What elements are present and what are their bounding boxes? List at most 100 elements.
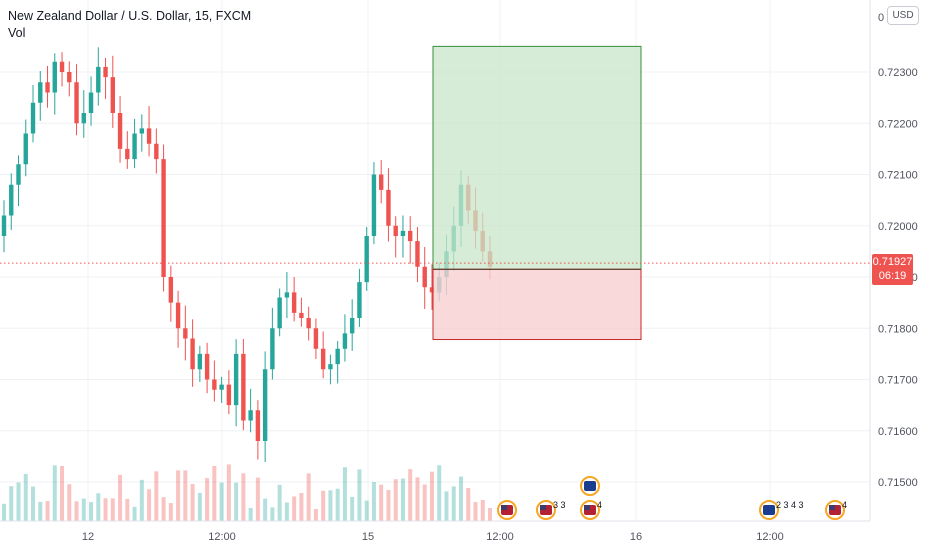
candle-body [139,128,145,134]
price-axis[interactable]: 00.723000.722000.721000.720000.719000.71… [869,0,918,521]
long-position-tool[interactable] [432,45,642,341]
candle-body [67,72,72,83]
volume-bar [458,476,463,521]
candle-body [386,189,391,226]
flag-icon [763,505,775,515]
volume-bar [386,490,391,521]
candle-body [81,113,86,124]
volume-bar [306,473,311,521]
volume-bar [139,479,144,521]
volume-bar [154,471,159,521]
economic-events[interactable]: 3 3 4 2 3 4 3 4 [497,476,847,520]
event-badge[interactable]: 3 3 [536,500,566,520]
candle-body [226,384,232,406]
candle-body [132,133,137,160]
time-labels: 12 12:00 15 12:00 16 12:00 [82,531,784,543]
time-label: 12:00 [756,531,784,543]
event-badge[interactable]: 2 3 4 3 [759,500,804,520]
flag-canton [829,505,835,510]
time-label: 15 [362,531,374,543]
candle-body [212,379,217,390]
time-label: 16 [630,531,642,543]
price-label: 0 [878,12,884,24]
time-label: 12:00 [208,531,236,543]
candle-body [262,369,268,441]
volume-bar [132,506,137,521]
candle-body [1,215,7,236]
volume-bar [299,492,304,521]
candle-body [415,241,420,267]
currency-button[interactable]: USD [887,6,919,25]
event-badge[interactable]: 4 [580,500,602,520]
price-label: 0.72300 [878,67,918,79]
volume-bar [444,491,449,521]
last-price-value: 0.71927 [872,256,913,268]
volume-bar [415,477,420,521]
price-labels: 00.723000.722000.721000.720000.719000.71… [878,12,918,489]
candle-body [429,287,435,293]
volume-bar [277,484,282,521]
volume-bar [364,500,369,521]
volume-bar [328,490,333,521]
volume-bar [255,477,260,521]
candle-body [103,66,108,78]
flag-canton [584,505,590,510]
volume-bar [38,501,43,521]
time-axis[interactable]: 12 12:00 15 12:00 16 12:00 [0,520,870,543]
volume-bar [110,498,115,521]
volume-bar [67,484,72,521]
volume-bar [23,473,28,521]
bar-countdown: 06:19 [878,270,907,282]
grid [0,0,870,521]
volume-bar [270,507,275,521]
volume-bar [357,469,362,521]
price-label: 0.71700 [878,375,918,387]
candle-body [16,164,21,185]
volume-bar [488,508,492,521]
volume-bar [350,496,355,521]
candle-body [74,82,79,124]
candle-body [248,410,253,421]
volume-bar [473,502,478,521]
volume-bar [118,474,123,521]
profit-zone[interactable] [432,45,642,270]
volume-bar [147,489,152,521]
event-badge[interactable]: 4 [825,500,847,520]
volume-bar [393,479,398,521]
candle-body [284,292,290,298]
flag-canton [540,505,546,510]
event-badge[interactable] [497,500,517,520]
price-label: 0.71800 [878,323,918,335]
candle-body [38,82,43,103]
volume-bar [408,469,413,521]
volume-bar [335,488,340,521]
volume-bar [205,478,210,521]
candle-body [96,66,101,93]
volume-bar [125,498,130,521]
volume-bar [437,465,442,521]
candle-body [110,77,116,113]
volume-bar [219,482,224,521]
candle-body [30,102,36,134]
candle-body [219,384,224,390]
loss-zone[interactable] [432,268,642,341]
volume-bar [241,473,246,521]
volume-bar [9,486,14,521]
volume-bar [161,497,166,521]
volume-bar [197,492,202,521]
event-count: 2 3 4 3 [776,500,804,510]
candle-body [357,282,362,318]
volume-bars [2,464,492,521]
candle-body [190,338,195,370]
candle-body [335,348,340,365]
volume-bar [321,490,326,521]
price-label: 0.72100 [878,170,918,182]
candle-body [349,318,355,334]
event-count: 3 3 [553,500,566,510]
candle-body [52,61,57,93]
symbol-title: New Zealand Dollar / U.S. Dollar, 15, FX… [8,9,252,23]
event-badge[interactable] [580,476,600,496]
volume-bar [45,501,50,521]
